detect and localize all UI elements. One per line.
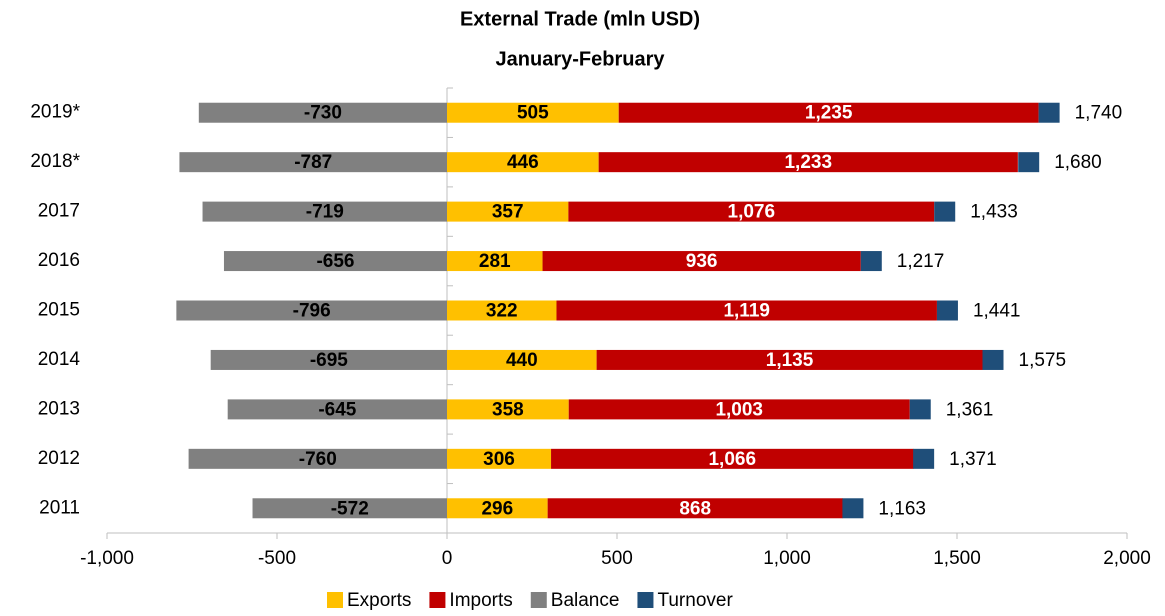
bar-exports [447,300,557,321]
data-label: -760 [299,449,337,470]
data-label: -656 [316,251,354,272]
data-label: -730 [304,103,342,124]
data-label: 1,076 [728,202,776,223]
bar-imports [542,251,861,272]
bar-balance [179,152,448,173]
data-label: -645 [318,399,356,420]
bar-imports [618,102,1039,123]
data-label: 1,119 [723,301,770,322]
bar-balance [252,498,447,519]
legend-swatch [637,592,654,608]
data-label: 446 [507,152,539,173]
y-tick-label: 2013 [38,398,80,419]
data-label: 1,233 [784,152,832,173]
data-label: 936 [686,251,718,272]
bar-exports [447,399,569,420]
legend-swatch [327,592,343,608]
turnover-marker [842,498,864,519]
y-tick-label: 2012 [38,448,80,469]
data-label: 868 [679,498,711,519]
x-tick-label: 2,000 [1103,548,1151,569]
bar-imports [568,201,935,222]
x-tick-label: 1,500 [933,548,981,569]
y-tick-label: 2015 [38,300,80,321]
bar-exports [447,251,543,272]
turnover-marker [982,349,1004,370]
bar-imports [556,300,937,321]
bar-balance [198,102,447,123]
bar-exports [447,448,552,469]
data-label: 440 [506,350,538,371]
bar-balance [202,201,447,222]
turnover-marker [909,399,931,420]
data-label: 505 [517,103,549,124]
legend-swatch [530,592,547,608]
data-label: 322 [486,301,518,322]
data-label: -719 [306,202,344,223]
data-label: 281 [479,251,511,272]
bar-imports [551,448,914,469]
bar-imports [547,498,843,519]
bar-balance [188,448,447,469]
turnover-marker [1018,152,1040,173]
bar-imports [568,399,910,420]
data-label: 1,441 [973,301,1021,322]
bar-exports [447,152,599,173]
x-tick-label: 0 [442,548,453,569]
data-label: 357 [492,202,524,223]
chart-subtitle: January-February [496,48,666,70]
data-label: 306 [483,449,515,470]
turnover-marker [936,300,958,321]
data-label: 1,163 [878,498,926,519]
data-label: 1,135 [766,350,814,371]
data-label: -695 [310,350,348,371]
bar-balance [227,399,447,420]
data-label: 1,003 [715,399,763,420]
bar-exports [447,349,597,370]
y-tick-label: 2014 [38,349,81,370]
turnover-marker [860,251,882,272]
turnover-marker [934,201,956,222]
data-label: 1,217 [897,251,945,272]
x-tick-label: 1,000 [763,548,811,569]
bar-balance [210,349,447,370]
x-tick-label: -500 [258,548,296,569]
y-tick-label: 2016 [38,250,80,271]
turnover-marker [1038,102,1060,123]
y-tick-label: 2011 [39,497,80,518]
turnover-marker [913,448,935,469]
x-tick-label: 500 [601,548,633,569]
bar-balance [223,251,447,272]
data-label: -572 [331,498,369,519]
data-label: 1,066 [708,449,756,470]
data-label: 1,575 [1019,350,1067,371]
bar-imports [596,349,983,370]
bar-exports [447,498,548,519]
legend-swatch [429,592,446,608]
legend-label: Imports [449,590,512,611]
data-label: 1,433 [970,202,1018,223]
bar-imports [598,152,1018,173]
y-tick-label: 2017 [38,201,80,222]
data-label: 1,680 [1054,152,1102,173]
data-label: 358 [492,399,524,420]
bar-balance [176,300,448,321]
legend-label: Turnover [657,590,733,611]
y-tick-label: 2018* [30,151,80,172]
data-label: 296 [481,498,513,519]
bar-exports [447,102,619,123]
data-label: 1,740 [1075,103,1123,124]
data-label: 1,371 [949,449,997,470]
legend-label: Balance [551,590,620,611]
chart-title: External Trade (mln USD) [460,8,700,30]
data-label: 1,361 [946,399,994,420]
data-label: -787 [294,152,332,173]
data-label: -796 [293,301,331,322]
bar-exports [447,201,569,222]
data-label: 1,235 [805,103,853,124]
y-tick-label: 2019* [30,102,80,123]
x-tick-label: -1,000 [80,548,134,569]
legend-label: Exports [347,590,411,611]
